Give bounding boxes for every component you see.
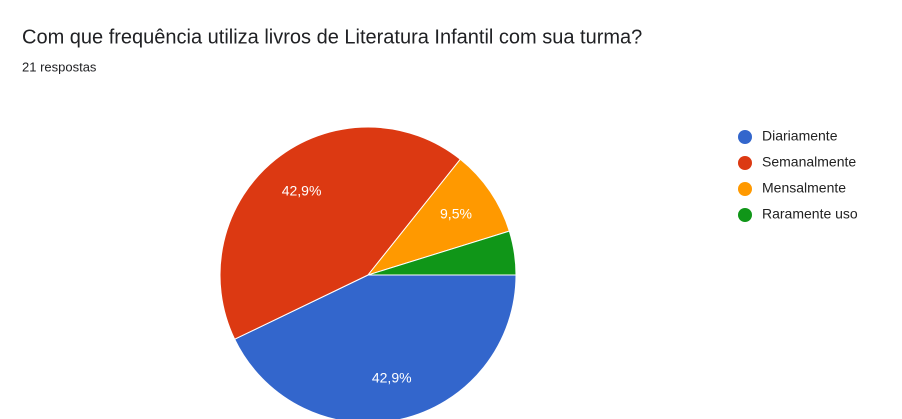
chart-subtitle: 21 respostas bbox=[22, 59, 97, 74]
legend-swatch bbox=[738, 182, 752, 196]
chart-title: Com que frequência utiliza livros de Lit… bbox=[22, 26, 642, 48]
slice-label: 42,9% bbox=[282, 182, 322, 198]
legend-label: Mensalmente bbox=[762, 180, 846, 196]
legend-label: Semanalmente bbox=[762, 154, 856, 170]
slice-label: 42,9% bbox=[372, 370, 412, 386]
pie-slice bbox=[219, 126, 461, 340]
legend-label: Diariamente bbox=[762, 128, 838, 144]
legend-label: Raramente uso bbox=[762, 206, 858, 222]
pie-slice bbox=[366, 158, 510, 276]
pie-slice bbox=[367, 230, 517, 276]
legend-swatch bbox=[738, 130, 752, 144]
legend-swatch bbox=[738, 208, 752, 222]
legend-swatch bbox=[738, 156, 752, 170]
pie-slice bbox=[233, 274, 517, 419]
slice-label: 9,5% bbox=[440, 206, 472, 222]
